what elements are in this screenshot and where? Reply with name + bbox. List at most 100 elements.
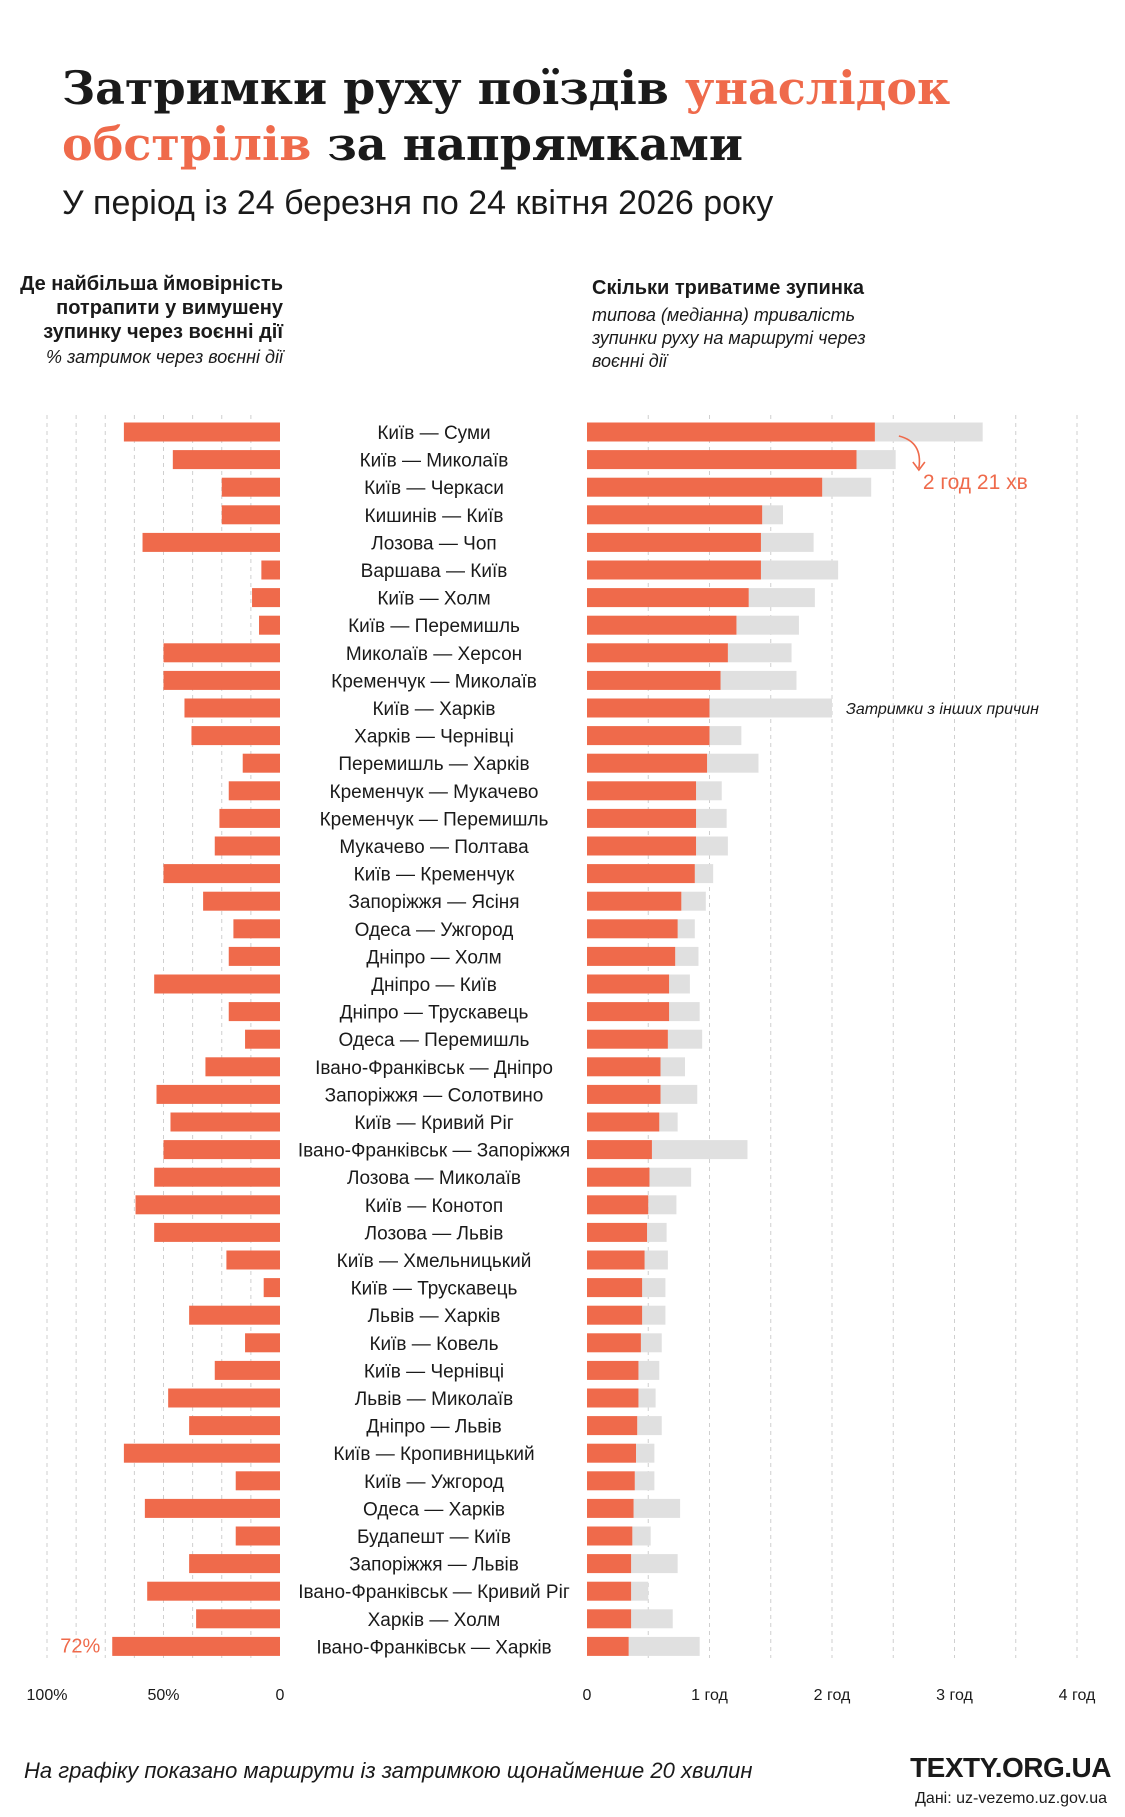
other-delay-bar bbox=[638, 1360, 660, 1380]
other-delay-bar bbox=[660, 1057, 685, 1077]
duration-bar bbox=[587, 1471, 635, 1491]
other-delay-bar bbox=[648, 1195, 677, 1215]
share-bar bbox=[163, 1140, 280, 1160]
other-delay-bar bbox=[707, 753, 759, 773]
other-delay-bar bbox=[675, 946, 699, 966]
route-label: Івано-Франківськ — Дніпро bbox=[315, 1058, 553, 1079]
brand-logo: TEXTY.ORG.UA bbox=[910, 1752, 1111, 1783]
duration-bar bbox=[587, 1167, 650, 1187]
other-delay-bar bbox=[709, 726, 742, 746]
route-label: Мукачево — Полтава bbox=[339, 837, 529, 858]
share-bar bbox=[189, 1305, 280, 1325]
share-bar bbox=[263, 1278, 280, 1298]
share-bar bbox=[233, 919, 280, 939]
other-delay-bar bbox=[649, 1167, 692, 1187]
duration-bar bbox=[587, 753, 708, 773]
duration-bar bbox=[587, 974, 670, 994]
duration-bar bbox=[587, 698, 710, 718]
other-delay-bar bbox=[669, 1002, 700, 1022]
other-delay-bar bbox=[659, 1112, 678, 1132]
route-label: Львів — Миколаїв bbox=[355, 1389, 513, 1410]
duration-bar bbox=[587, 781, 697, 801]
duration-bar bbox=[587, 1526, 633, 1546]
share-bar bbox=[221, 505, 280, 525]
route-label: Івано-Франківськ — Запоріжжя bbox=[298, 1141, 570, 1162]
route-label: Одеса — Харків bbox=[363, 1499, 505, 1520]
right-axis-tick: 3 год bbox=[936, 1687, 973, 1704]
duration-bar bbox=[587, 1222, 648, 1242]
share-bar bbox=[168, 1388, 280, 1408]
title-part-1: Затримки руху поїздів bbox=[62, 61, 685, 115]
share-bar bbox=[196, 1609, 280, 1629]
duration-bar bbox=[587, 615, 737, 635]
other-delay-bar bbox=[681, 891, 706, 911]
share-bar bbox=[214, 836, 280, 856]
annotation-arrow bbox=[898, 435, 921, 469]
other-delay-bar bbox=[631, 1581, 649, 1601]
duration-bar bbox=[587, 588, 749, 608]
share-bar bbox=[235, 1526, 280, 1546]
route-label: Кременчук — Перемишль bbox=[320, 809, 549, 830]
left-axis-tick: 0 bbox=[276, 1687, 285, 1704]
duration-bar bbox=[587, 532, 761, 552]
duration-bar bbox=[587, 808, 697, 828]
route-label: Івано-Франківськ — Харків bbox=[316, 1637, 551, 1658]
route-label: Івано-Франківськ — Кривий Ріг bbox=[298, 1582, 570, 1603]
route-label: Лозова — Львів bbox=[365, 1223, 504, 1244]
duration-bar bbox=[587, 1360, 639, 1380]
route-label: Дніпро — Львів bbox=[366, 1417, 501, 1438]
duration-bar bbox=[587, 1112, 660, 1132]
share-bar bbox=[228, 781, 280, 801]
duration-bar bbox=[587, 1057, 661, 1077]
route-label: Київ — Миколаїв bbox=[360, 451, 509, 472]
share-bar bbox=[123, 422, 280, 442]
other-delay-bar bbox=[636, 1443, 655, 1463]
duration-bar bbox=[587, 891, 682, 911]
other-delay-bar bbox=[874, 422, 983, 442]
other-delay-bar bbox=[651, 1140, 748, 1160]
route-label: Київ — Конотоп bbox=[365, 1196, 503, 1217]
duration-bar bbox=[587, 1029, 668, 1049]
share-bar bbox=[235, 1471, 280, 1491]
duration-bar bbox=[587, 919, 678, 939]
duration-bar bbox=[587, 836, 697, 856]
other-delay-bar bbox=[720, 670, 797, 690]
route-label: Варшава — Київ bbox=[361, 561, 508, 582]
other-delay-bar bbox=[669, 974, 690, 994]
other-delay-bar bbox=[856, 450, 896, 470]
route-label: Київ — Хмельницький bbox=[337, 1251, 532, 1272]
duration-bar bbox=[587, 1443, 636, 1463]
other-delay-bar bbox=[631, 1609, 673, 1629]
share-bar bbox=[245, 1333, 280, 1353]
duration-bar bbox=[587, 1388, 639, 1408]
other-delay-bar bbox=[727, 643, 792, 663]
share-bar bbox=[156, 1084, 280, 1104]
share-bar bbox=[252, 588, 280, 608]
route-label: Дніпро — Київ bbox=[371, 975, 497, 996]
share-bar bbox=[154, 1167, 280, 1187]
share-bar bbox=[259, 615, 280, 635]
other-delay-bar bbox=[760, 560, 839, 580]
other-delay-bar bbox=[642, 1278, 666, 1298]
title-highlight: унаслідок обстрілів bbox=[62, 61, 951, 171]
route-label: Київ — Перемишль bbox=[348, 616, 520, 637]
duration-bar bbox=[587, 946, 676, 966]
route-label: Київ — Ковель bbox=[369, 1334, 498, 1355]
max-share-annotation: 72% bbox=[60, 1635, 100, 1657]
duration-bar bbox=[587, 505, 763, 525]
duration-bar bbox=[587, 1250, 645, 1270]
other-delay-bar bbox=[709, 698, 832, 718]
title-part-3: за напрямками bbox=[311, 117, 743, 171]
other-delay-bar bbox=[631, 1554, 678, 1574]
share-bar bbox=[154, 974, 280, 994]
share-bar bbox=[228, 946, 280, 966]
other-delay-bar bbox=[628, 1636, 700, 1656]
duration-bar bbox=[587, 1636, 629, 1656]
route-label: Київ — Чернівці bbox=[364, 1361, 504, 1382]
share-bar bbox=[144, 1498, 280, 1518]
route-label: Перемишль — Харків bbox=[338, 754, 529, 775]
share-bar bbox=[221, 477, 280, 497]
other-delay-bar bbox=[736, 615, 799, 635]
other-delay-bar bbox=[696, 836, 728, 856]
share-bar bbox=[163, 643, 280, 663]
